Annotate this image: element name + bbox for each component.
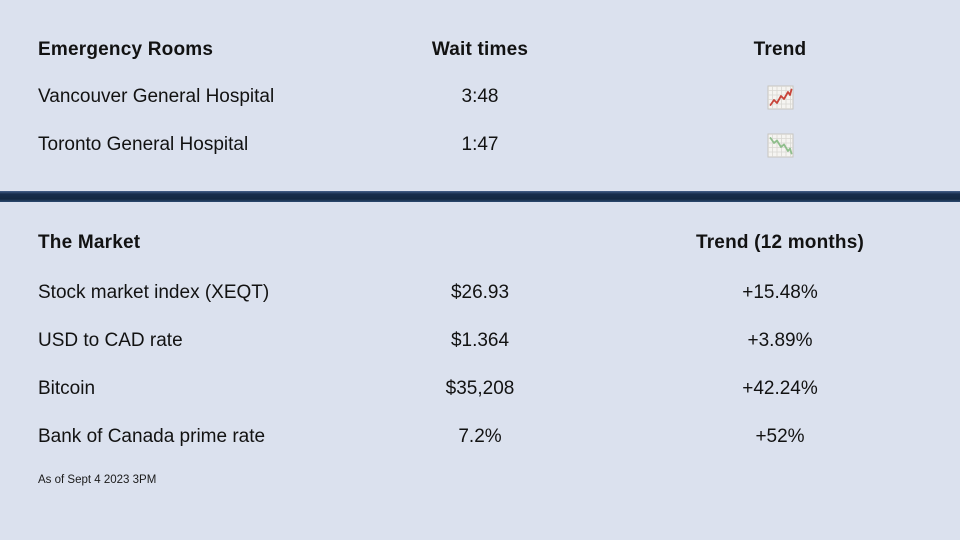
table-row: USD to CAD rate $1.364 +3.89% bbox=[0, 328, 960, 354]
table-row: Toronto General Hospital 1:47 bbox=[0, 132, 960, 158]
market-item-value: 7.2% bbox=[458, 426, 502, 447]
table-row: Stock market index (XEQT) $26.93 +15.48% bbox=[0, 280, 960, 306]
chart-increasing-icon bbox=[767, 85, 793, 109]
hospital-name: Vancouver General Hospital bbox=[38, 86, 275, 107]
column-header-trend-12-months: Trend (12 months) bbox=[695, 232, 865, 253]
section-title-emergency: Emergency Rooms bbox=[38, 39, 214, 60]
market-item-name: Bitcoin bbox=[38, 378, 96, 399]
market-item-name: Stock market index (XEQT) bbox=[38, 282, 270, 303]
column-header-wait-times: Wait times bbox=[431, 39, 529, 60]
section-divider bbox=[0, 191, 960, 202]
table-row: Bitcoin $35,208 +42.24% bbox=[0, 376, 960, 402]
hospital-name: Toronto General Hospital bbox=[38, 134, 249, 155]
market-item-name: USD to CAD rate bbox=[38, 330, 183, 351]
market-item-name: Bank of Canada prime rate bbox=[38, 426, 266, 447]
table-row: Vancouver General Hospital 3:48 bbox=[0, 84, 960, 110]
chart-decreasing-icon bbox=[767, 133, 793, 157]
wait-time-value: 3:48 bbox=[461, 86, 499, 107]
column-header-trend: Trend bbox=[753, 39, 807, 60]
section-title-market: The Market bbox=[38, 232, 141, 253]
trend-cell bbox=[690, 84, 870, 110]
trend-cell bbox=[690, 132, 870, 158]
market-item-trend: +15.48% bbox=[742, 282, 818, 303]
market-header-row: The Market Trend (12 months) bbox=[0, 230, 960, 256]
market-item-trend: +3.89% bbox=[747, 330, 813, 351]
emergency-header-row: Emergency Rooms Wait times Trend bbox=[0, 37, 960, 63]
as-of-timestamp: As of Sept 4 2023 3PM bbox=[38, 474, 157, 486]
wait-time-value: 1:47 bbox=[461, 134, 499, 155]
market-item-value: $26.93 bbox=[450, 282, 510, 303]
market-item-trend: +42.24% bbox=[742, 378, 818, 399]
table-row: Bank of Canada prime rate 7.2% +52% bbox=[0, 424, 960, 450]
market-item-trend: +52% bbox=[755, 426, 805, 447]
market-item-value: $35,208 bbox=[445, 378, 515, 399]
market-item-value: $1.364 bbox=[450, 330, 510, 351]
